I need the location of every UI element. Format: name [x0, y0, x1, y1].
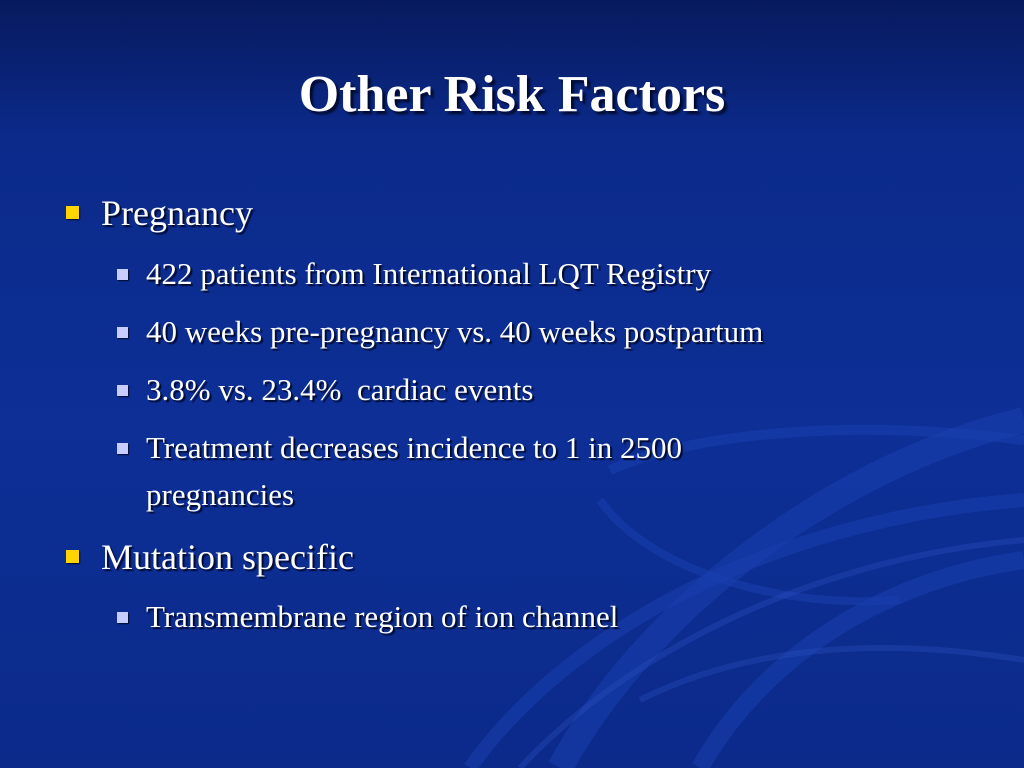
sub-bullet-cardiac-events: 3.8% vs. 23.4% cardiac events [146, 372, 534, 407]
yellow-square-bullet-icon [66, 206, 79, 219]
lilac-square-bullet-icon [117, 385, 128, 396]
sub-bullet-weeks: 40 weeks pre-pregnancy vs. 40 weeks post… [146, 314, 764, 349]
yellow-square-bullet-icon [66, 550, 79, 563]
lilac-square-bullet-icon [117, 327, 128, 338]
bullet-mutation-specific: Mutation specific [101, 537, 354, 577]
sub-bullet-treatment-line2: pregnancies [146, 477, 295, 512]
lilac-square-bullet-icon [117, 269, 128, 280]
lilac-square-bullet-icon [117, 612, 128, 623]
bullet-pregnancy: Pregnancy [101, 193, 253, 233]
sub-bullet-treatment-line1: Treatment decreases incidence to 1 in 25… [146, 430, 683, 465]
slide-title: Other Risk Factors [298, 66, 726, 123]
lilac-square-bullet-icon [117, 443, 128, 454]
sub-bullet-transmembrane: Transmembrane region of ion channel [146, 599, 619, 634]
sub-bullet-registry: 422 patients from International LQT Regi… [146, 256, 712, 291]
